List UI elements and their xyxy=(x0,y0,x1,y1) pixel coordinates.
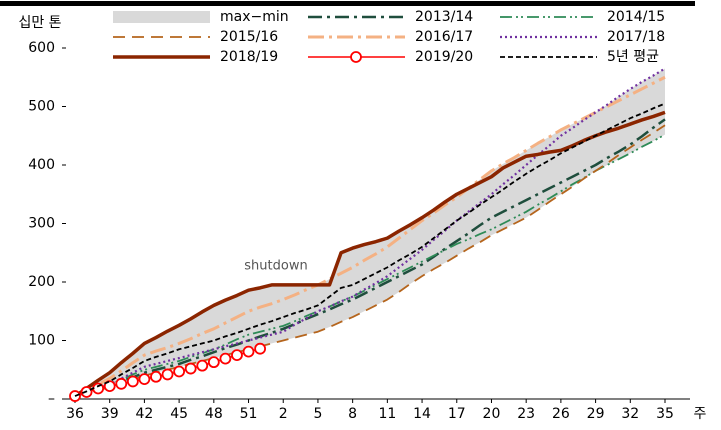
legend-label: 2014/15 xyxy=(607,9,665,25)
legend-label: 2013/14 xyxy=(415,9,473,25)
x-tick-label: 20 xyxy=(483,406,501,422)
legend-label: 2017/18 xyxy=(607,29,665,45)
series-marker xyxy=(115,377,128,390)
series-marker xyxy=(184,362,197,375)
legend-label: 2019/20 xyxy=(415,49,473,65)
top-rule xyxy=(0,1,695,6)
legend-marker xyxy=(350,51,362,63)
x-tick-label: 51 xyxy=(240,406,258,422)
legend-label: 2018/19 xyxy=(220,49,278,65)
y-tick-label: 500 xyxy=(28,99,55,115)
x-tick-label: 17 xyxy=(448,406,466,422)
x-axis-label: 주 xyxy=(694,406,707,422)
x-tick-label: 23 xyxy=(517,406,535,422)
series-marker xyxy=(138,373,151,386)
x-tick-label: 36 xyxy=(66,406,84,422)
y-tick-label: 300 xyxy=(28,216,55,232)
series-marker xyxy=(173,365,186,378)
x-tick-label: 45 xyxy=(170,406,188,422)
series-marker xyxy=(103,380,116,393)
legend-label: 5년 평균 xyxy=(607,49,659,65)
series-line xyxy=(74,102,666,397)
legend-swatch xyxy=(113,11,210,23)
x-tick-label: 39 xyxy=(101,406,119,422)
max-min-band xyxy=(75,68,665,397)
series-marker xyxy=(242,345,255,358)
series-line xyxy=(74,118,666,398)
x-tick-label: 2 xyxy=(279,406,288,422)
series-line xyxy=(74,75,666,398)
x-tick-label: 48 xyxy=(205,406,223,422)
annotation: shutdown xyxy=(244,259,307,274)
series-marker xyxy=(126,375,139,388)
series-marker xyxy=(196,359,209,372)
x-tick-label: 5 xyxy=(313,406,322,422)
x-tick-label: 11 xyxy=(378,406,396,422)
series-marker xyxy=(219,352,232,365)
legend-label: max−min xyxy=(220,9,289,25)
y-tick-label: – xyxy=(48,391,55,407)
y-tick-label: 100 xyxy=(28,333,55,349)
x-tick-label: 26 xyxy=(552,406,570,422)
series-marker xyxy=(231,349,243,362)
x-tick-label: 32 xyxy=(621,406,639,422)
legend-label: 2015/16 xyxy=(220,29,278,45)
series-marker xyxy=(207,356,220,369)
x-tick-label: 29 xyxy=(587,406,605,422)
y-tick-label: 600 xyxy=(28,40,55,56)
series-line xyxy=(74,110,666,398)
series-line xyxy=(74,124,666,397)
series-line xyxy=(74,67,666,398)
series-marker xyxy=(254,342,266,355)
y-tick-label: 400 xyxy=(28,157,55,173)
x-tick-label: 42 xyxy=(135,406,153,422)
x-tick-label: 8 xyxy=(348,406,357,422)
y-tick-label: 200 xyxy=(28,274,55,290)
x-tick-label: 14 xyxy=(413,406,431,422)
legend-label: 2016/17 xyxy=(415,29,473,45)
series-line xyxy=(74,133,666,397)
y-axis-label: 십만 톤 xyxy=(18,15,61,31)
series-marker xyxy=(150,370,162,383)
series-marker xyxy=(161,368,174,381)
x-tick-label: 35 xyxy=(656,406,674,422)
